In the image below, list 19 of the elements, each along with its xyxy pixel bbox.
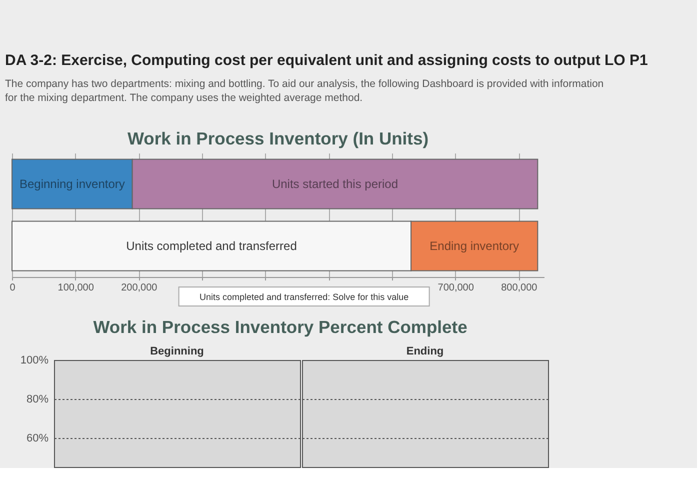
series-label: Units completed and transferred xyxy=(126,239,297,253)
x-tick-label: Beginning xyxy=(150,346,204,358)
series-label: Units started this period xyxy=(272,177,398,191)
text: Units completed and transferred: Solve for this value xyxy=(200,292,409,302)
x-tick-label: 700,000 xyxy=(438,282,474,294)
text: The company has two departments: mixing and bottling. To aid our analysis, the following Dashboard is provided with information for the mixing department. The company uses the weighted average method. xyxy=(5,78,604,104)
y-tick-label: 60% xyxy=(26,432,49,444)
chart-title: Work in Process Inventory Percent Complete xyxy=(93,317,468,337)
x-tick-label: 100,000 xyxy=(58,282,94,294)
text: DA 3-2: Exercise, Computing cost per equivalent unit and assigning costs to output LO P1 xyxy=(5,52,648,69)
y-tick-label: 100% xyxy=(20,354,49,366)
y-tick-label: 80% xyxy=(26,393,49,406)
series-label: Beginning inventory xyxy=(19,177,125,191)
series-label: Ending inventory xyxy=(430,239,520,253)
chart-title: Work in Process Inventory (In Units) xyxy=(127,128,429,148)
x-tick-label: 0 xyxy=(10,282,16,294)
x-tick-label: 800,000 xyxy=(501,282,538,294)
x-tick-label: Ending xyxy=(406,346,444,358)
x-tick-label: 200,000 xyxy=(121,282,158,294)
